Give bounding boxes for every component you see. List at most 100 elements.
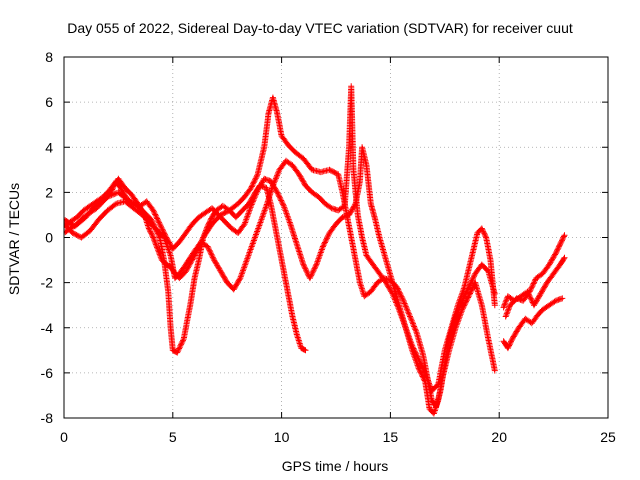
data-point: [170, 327, 172, 329]
data-point: [564, 234, 565, 236]
series-track-4: [64, 144, 498, 417]
data-point: [244, 223, 246, 225]
data-point: [200, 241, 202, 243]
data-point: [529, 291, 531, 293]
data-point: [120, 187, 122, 189]
data-point: [329, 232, 330, 234]
data-point: [448, 349, 450, 351]
data-point: [342, 191, 343, 193]
data-point: [131, 194, 132, 196]
data-point: [174, 277, 176, 279]
data-point: [224, 221, 226, 223]
data-point: [252, 241, 254, 243]
data-point: [546, 282, 548, 284]
data-point: [537, 313, 539, 315]
data-point: [226, 282, 228, 284]
y-tick-label: -8: [41, 410, 54, 426]
data-point: [540, 293, 541, 295]
data-point: [274, 225, 276, 227]
data-point: [337, 209, 339, 211]
data-point: [507, 295, 509, 297]
data-point: [329, 169, 330, 171]
data-point: [359, 282, 361, 284]
data-point: [235, 216, 237, 218]
data-point: [294, 151, 296, 153]
y-tick-label: 4: [45, 139, 53, 155]
data-point: [270, 180, 272, 182]
data-point: [366, 164, 367, 166]
data-point: [463, 286, 465, 288]
data-point: [124, 200, 126, 202]
data-point: [185, 232, 187, 234]
data-point: [564, 257, 565, 259]
data-point: [141, 214, 143, 216]
data-point: [468, 286, 470, 288]
data-point: [418, 367, 420, 369]
data-point: [257, 173, 259, 175]
data-point: [85, 216, 87, 218]
data-point: [361, 146, 363, 148]
data-point: [289, 223, 291, 225]
y-tick-label: 0: [45, 230, 53, 246]
data-point: [278, 169, 280, 171]
data-point: [220, 270, 222, 272]
data-point: [476, 232, 478, 234]
data-series: [64, 83, 568, 417]
data-point: [311, 169, 313, 171]
data-point: [194, 250, 196, 252]
data-point: [89, 205, 91, 207]
data-point: [555, 252, 557, 254]
data-point: [152, 237, 154, 238]
data-point: [178, 241, 180, 243]
data-point: [494, 370, 496, 372]
data-point: [366, 255, 367, 256]
data-point: [474, 282, 476, 284]
data-point: [194, 277, 196, 279]
data-point: [257, 189, 259, 191]
data-point: [403, 300, 404, 302]
data-point: [487, 338, 489, 340]
data-point: [342, 216, 343, 218]
data-point: [350, 237, 352, 238]
data-point: [139, 205, 141, 207]
data-point: [287, 293, 289, 295]
data-point: [83, 209, 85, 211]
data-point: [516, 297, 518, 299]
data-point: [244, 196, 246, 198]
data-point: [548, 264, 550, 266]
data-point: [233, 288, 235, 290]
data-point: [133, 207, 135, 209]
data-point: [376, 282, 378, 284]
chart-title: Day 055 of 2022, Sidereal Day-to-day VTE…: [67, 20, 573, 36]
data-point: [300, 347, 302, 349]
data-point: [337, 173, 339, 175]
data-point: [96, 207, 98, 209]
series-track-5: [500, 295, 566, 352]
data-point: [490, 259, 491, 261]
data-point: [165, 264, 167, 266]
data-point: [228, 209, 230, 211]
data-point: [320, 171, 322, 173]
data-point: [161, 259, 163, 261]
data-point: [442, 376, 444, 378]
data-point: [128, 200, 130, 202]
data-point: [424, 381, 426, 383]
data-point: [292, 164, 293, 166]
data-point: [553, 273, 555, 275]
data-point: [379, 273, 380, 275]
data-point: [72, 232, 74, 234]
data-point: [542, 309, 544, 311]
data-point: [207, 246, 209, 247]
data-point: [302, 264, 304, 266]
data-point: [211, 223, 213, 225]
data-point: [474, 273, 476, 275]
x-tick-label: 15: [383, 429, 399, 445]
data-point: [431, 399, 433, 401]
data-point: [494, 304, 496, 306]
data-point: [80, 237, 82, 238]
data-point: [272, 97, 274, 99]
y-tick-label: -2: [41, 275, 54, 291]
x-tick-label: 20: [491, 429, 507, 445]
data-point: [311, 191, 313, 193]
